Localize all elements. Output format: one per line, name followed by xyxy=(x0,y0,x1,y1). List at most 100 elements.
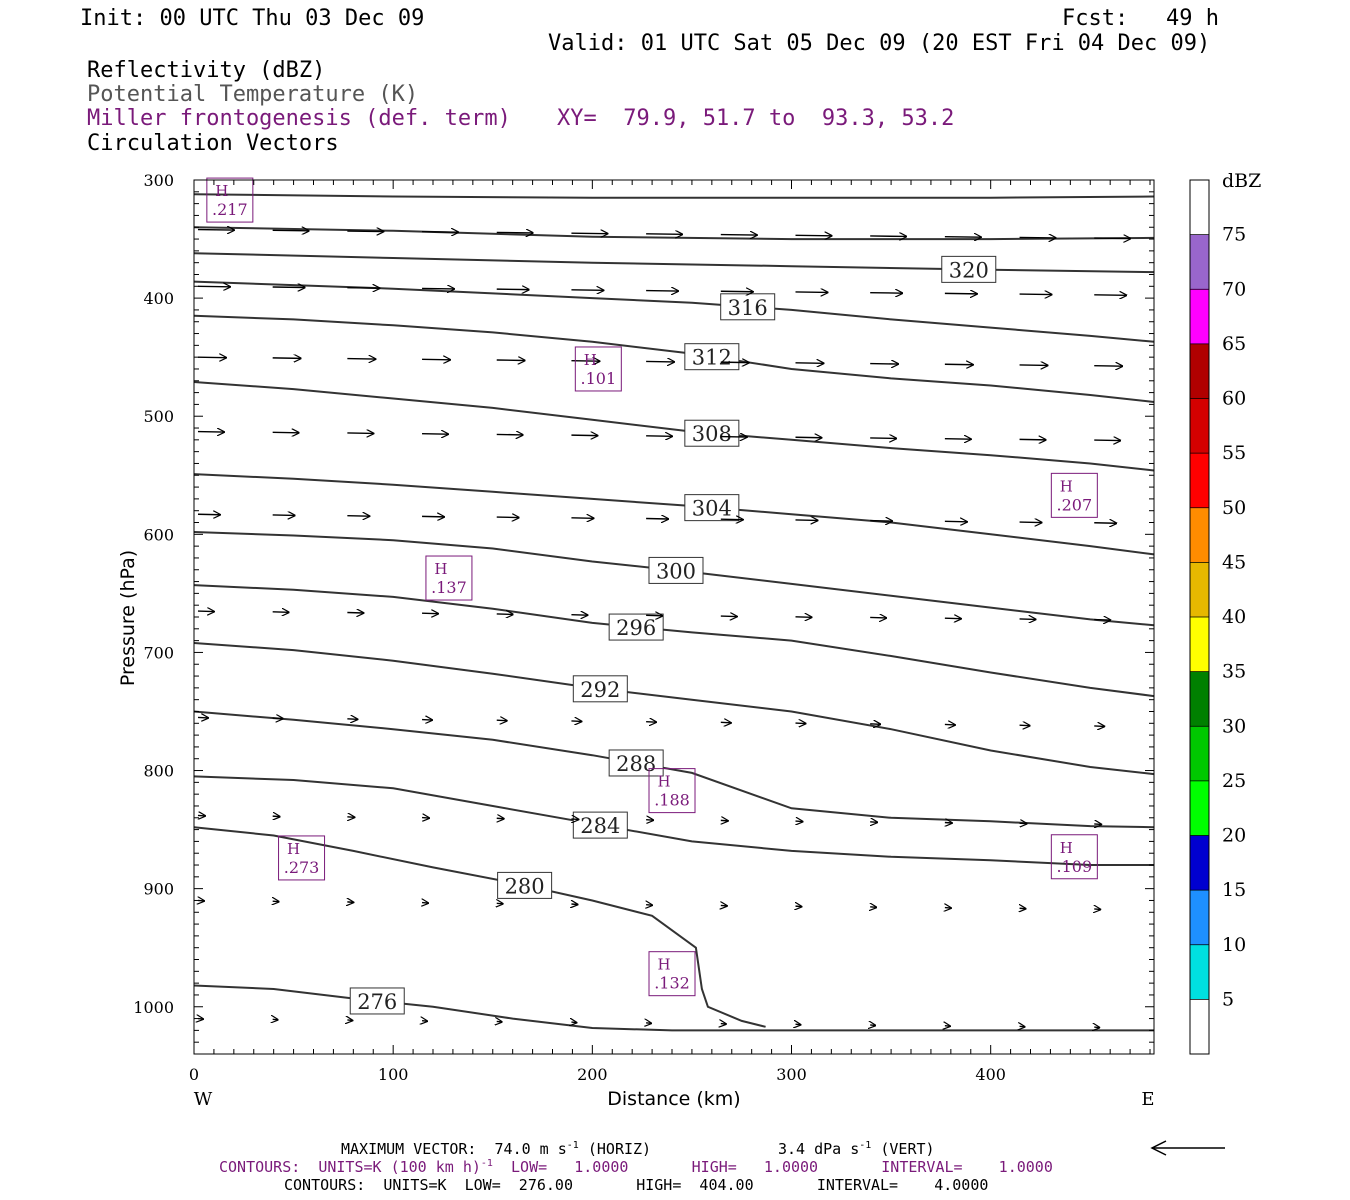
theta-contour-280 xyxy=(193,826,766,1028)
circulation-vector xyxy=(870,822,877,823)
circulation-vector xyxy=(646,234,682,235)
circulation-vector xyxy=(496,614,513,615)
circulation-vector xyxy=(1094,523,1116,524)
theta-label-284: 284 xyxy=(572,811,628,839)
circulation-vector xyxy=(646,436,672,437)
max-vector-vertical: 3.4 dPa s-1 (VERT) xyxy=(778,1140,935,1158)
circulation-vector xyxy=(795,723,805,724)
colorbar-level-label: 15 xyxy=(1222,879,1246,901)
circulation-vector xyxy=(197,230,234,231)
theta-label-box xyxy=(720,293,776,321)
circulation-vector xyxy=(646,518,668,519)
circulation-vector xyxy=(197,611,214,612)
theta-contour-304 xyxy=(193,473,1155,556)
circulation-vector xyxy=(347,516,369,517)
circulation-vector xyxy=(496,360,525,361)
colorbar-level-label: 5 xyxy=(1222,988,1234,1010)
colorbar-level-label: 55 xyxy=(1222,442,1246,464)
frontogenesis-max-value: .188 xyxy=(654,791,690,810)
colorbar-segment xyxy=(1190,453,1209,508)
circulation-vectors xyxy=(198,230,1130,1028)
theta-label-text: 292 xyxy=(580,678,620,702)
theta-contour-288 xyxy=(193,710,1155,829)
colorbar-segment xyxy=(1190,180,1209,235)
x-tick-label: 300 xyxy=(776,1065,807,1084)
theta-label-308: 308 xyxy=(684,419,740,447)
frontogenesis-max-value: .273 xyxy=(284,858,320,877)
circulation-vector xyxy=(347,613,363,614)
x-tick-label: 0 xyxy=(189,1065,199,1084)
circulation-vector xyxy=(496,434,523,435)
theta-label-text: 276 xyxy=(357,990,397,1014)
circulation-vector xyxy=(1094,440,1120,441)
colorbar-segment xyxy=(1190,726,1209,781)
circulation-vector xyxy=(1094,909,1100,910)
circulation-vector xyxy=(197,432,224,433)
circulation-vector xyxy=(347,902,353,903)
circulation-vector xyxy=(197,514,220,515)
theta-label-box xyxy=(572,811,628,839)
circulation-vector xyxy=(347,719,357,720)
circulation-vector xyxy=(571,819,578,820)
frontogenesis-max-box xyxy=(648,768,696,814)
theta-label-text: 316 xyxy=(728,296,768,320)
colorbar-segment xyxy=(1190,835,1209,891)
theta-label-320: 320 xyxy=(941,255,997,283)
circulation-vector xyxy=(1094,726,1104,727)
colorbar-segment xyxy=(1190,944,1209,1000)
field-circulation-vectors: Circulation Vectors xyxy=(87,131,339,156)
valid-time: Valid: 01 UTC Sat 05 Dec 09 (20 EST Fri … xyxy=(548,31,1211,56)
circulation-vector xyxy=(422,359,450,360)
init-time: Init: 00 UTC Thu 03 Dec 09 xyxy=(80,6,425,31)
frontogenesis-max-label: H xyxy=(657,773,670,791)
frontogenesis-max-box xyxy=(574,346,622,392)
theta-label-text: 308 xyxy=(692,422,732,446)
circulation-vector xyxy=(795,821,802,822)
circulation-vector xyxy=(720,722,731,723)
y-tick-label: 800 xyxy=(143,762,174,781)
theta-label-288: 288 xyxy=(608,749,664,777)
circulation-vector xyxy=(422,720,432,721)
circulation-vector xyxy=(944,293,977,294)
theta-label-292: 292 xyxy=(572,675,628,703)
contours-theta-info: CONTOURS: UNITS=K LOW= 276.00 HIGH= 404.… xyxy=(284,1176,989,1194)
circulation-vector xyxy=(496,720,507,721)
y-axis-title: Pressure (hPa) xyxy=(117,550,139,686)
frontogenesis-max-value: .137 xyxy=(431,578,467,597)
circulation-vector xyxy=(795,437,821,438)
circulation-vector xyxy=(944,521,967,522)
circulation-vector xyxy=(347,1020,352,1021)
frontogenesis-max-box xyxy=(1050,472,1098,518)
frontogenesis-max-label: H xyxy=(434,560,447,578)
circulation-vector xyxy=(571,290,603,291)
theta-label-312: 312 xyxy=(684,343,740,371)
circulation-vector xyxy=(945,823,952,824)
y-tick-label: 500 xyxy=(143,407,174,426)
circulation-vector xyxy=(945,1026,950,1027)
circulation-vector xyxy=(870,617,886,618)
frontogenesis-max: H.273 xyxy=(278,835,326,881)
circulation-vector xyxy=(347,433,373,434)
frontogenesis-max-label: H xyxy=(584,351,597,369)
circulation-vector xyxy=(870,521,892,522)
theta-label-316: 316 xyxy=(720,293,776,321)
field-reflectivity: Reflectivity (dBZ) xyxy=(87,58,326,83)
circulation-vector xyxy=(870,907,876,908)
circulation-vector xyxy=(870,724,880,725)
frontogenesis-max-value: .217 xyxy=(212,200,248,219)
circulation-vector xyxy=(347,231,383,232)
circulation-vector xyxy=(870,364,898,365)
circulation-vector xyxy=(272,230,309,231)
circulation-vector xyxy=(870,438,896,439)
circulation-vector xyxy=(944,724,955,725)
frontogenesis-max-label: H xyxy=(287,840,300,858)
circulation-vector xyxy=(646,361,674,362)
colorbar-segment xyxy=(1190,617,1209,672)
circulation-vector xyxy=(273,901,279,902)
theta-label-296: 296 xyxy=(608,613,664,641)
theta-label-box xyxy=(684,494,740,522)
frontogenesis-max-value: .109 xyxy=(1057,857,1093,876)
colorbar-units: dBZ xyxy=(1222,170,1261,192)
circulation-vector xyxy=(197,286,230,287)
circulation-vector xyxy=(646,1023,651,1024)
